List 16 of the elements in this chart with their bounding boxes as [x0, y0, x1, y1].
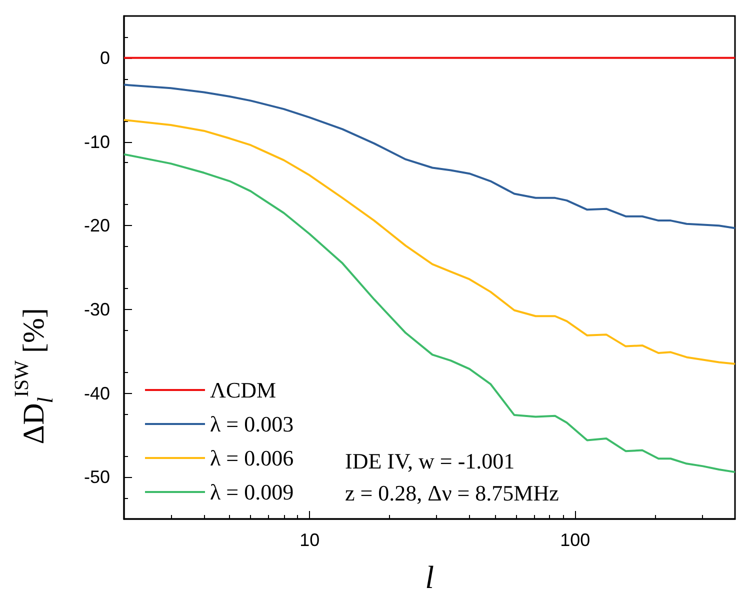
legend-label: λ = 0.009 [210, 480, 294, 504]
x-tick-label: 100 [560, 530, 590, 550]
y-tick-label: -10 [84, 132, 110, 152]
y-axis-title: ΔDlISW [%] [11, 308, 58, 444]
legend-label: ΛCDM [210, 378, 276, 402]
x-tick-label: 10 [300, 530, 320, 550]
y-tick-label: -50 [84, 467, 110, 488]
legend-label: λ = 0.003 [210, 412, 294, 436]
annotation: IDE IV, w = -1.001 [345, 448, 515, 474]
y-tick-label: -20 [84, 216, 110, 236]
y-tick-label: -30 [84, 299, 110, 320]
y-tick-label: -40 [84, 383, 110, 404]
y-tick-label: 0 [100, 48, 110, 68]
annotation: z = 0.28, Δν = 8.75MHz [345, 480, 560, 506]
legend-label: λ = 0.006 [210, 446, 294, 470]
x-axis-title: l [425, 559, 434, 595]
